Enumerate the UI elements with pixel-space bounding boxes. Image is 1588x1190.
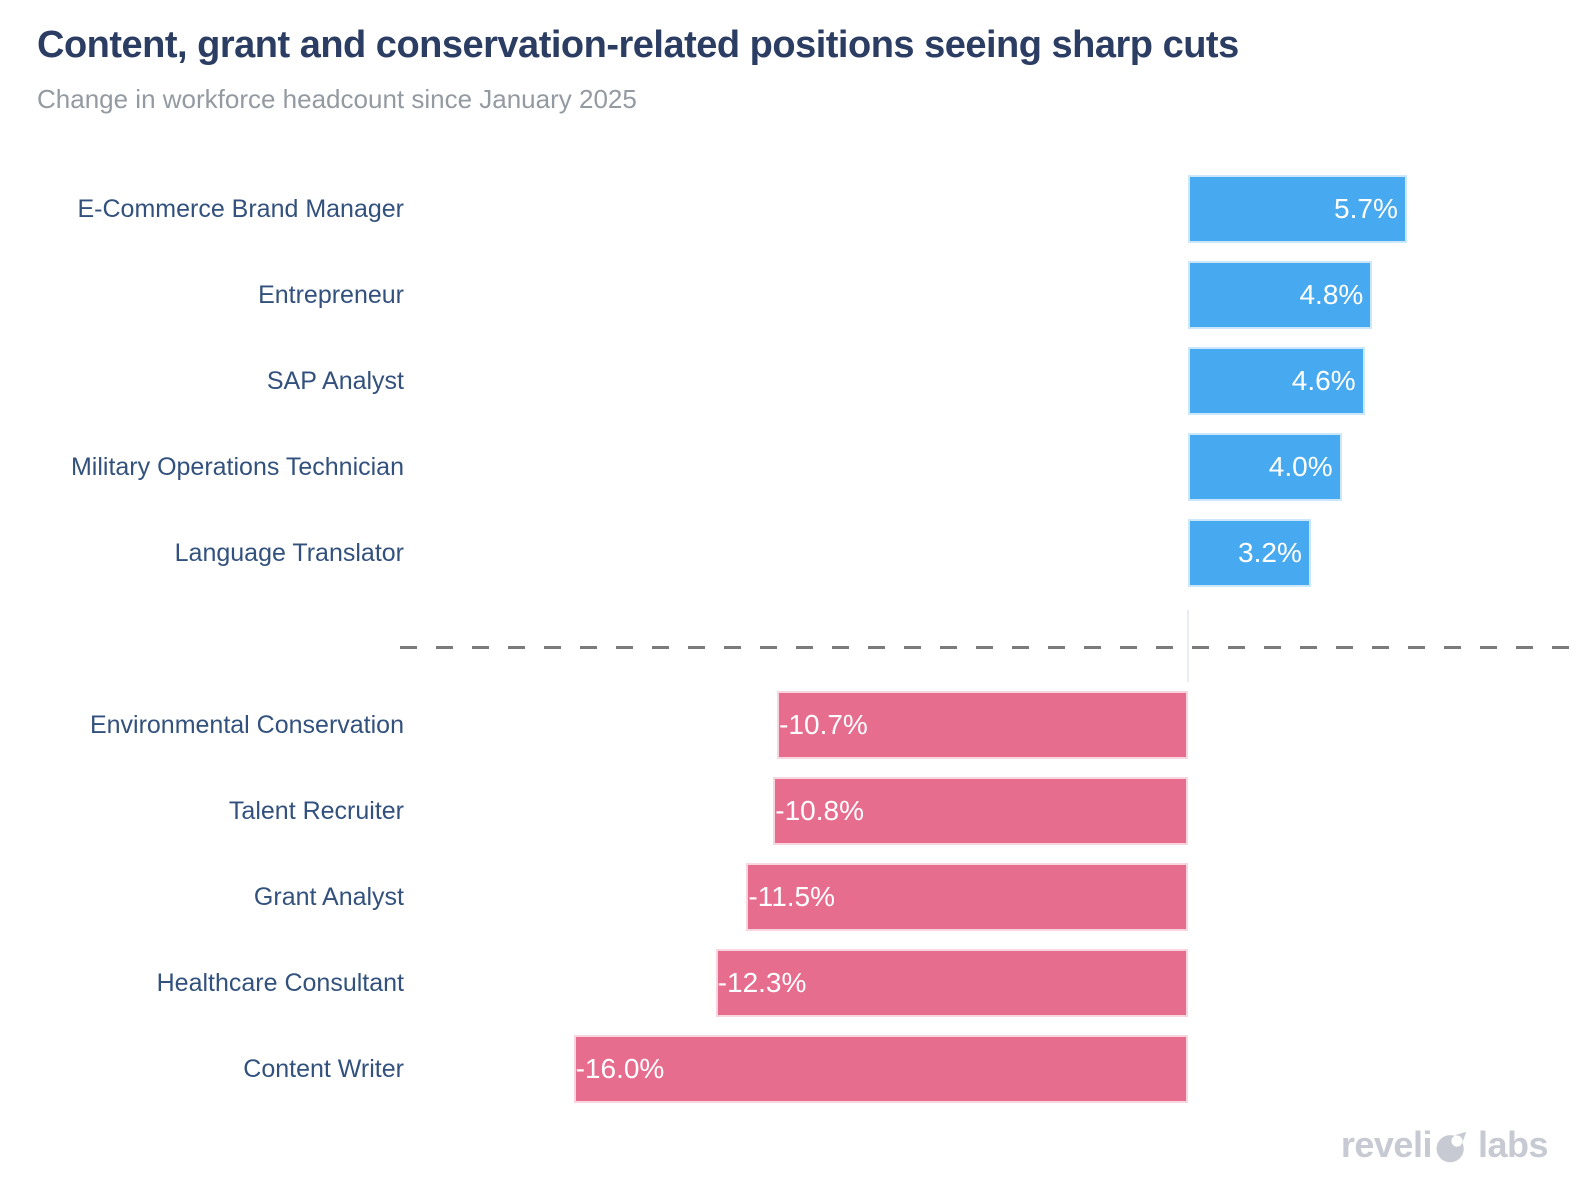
category-label: Language Translator xyxy=(174,539,404,567)
positive-bar: 4.0% xyxy=(1188,433,1342,501)
bar-value-label: 4.6% xyxy=(1291,365,1356,396)
bar-value-label: -12.3% xyxy=(717,967,807,998)
bar-value-label: -10.7% xyxy=(779,709,868,740)
page-subtitle: Change in workforce headcount since Janu… xyxy=(37,84,637,114)
negative-bar: -11.5% xyxy=(746,863,1188,931)
category-label: E-Commerce Brand Manager xyxy=(77,195,404,223)
revelio-labs-logo: reveli labs xyxy=(1340,1124,1549,1166)
logo-text-labs: labs xyxy=(1477,1124,1549,1165)
bar-value-label: -10.8% xyxy=(775,795,864,826)
dashed-separator-line xyxy=(400,646,1588,649)
bar-value-label: 5.7% xyxy=(1334,193,1398,224)
category-label: Content Writer xyxy=(243,1055,404,1083)
negative-bar: -10.7% xyxy=(777,691,1188,759)
positive-bar: 4.6% xyxy=(1188,347,1365,415)
category-label: Entrepreneur xyxy=(258,281,404,309)
category-label: Grant Analyst xyxy=(253,883,404,911)
category-label: Environmental Conservation xyxy=(89,711,404,739)
positive-bar: 5.7% xyxy=(1188,175,1407,243)
revelio-logo-icon xyxy=(1436,1131,1467,1163)
page-title: Content, grant and conservation-related … xyxy=(37,24,1239,66)
positive-bar: 4.8% xyxy=(1188,261,1373,329)
bar-value-label: 3.2% xyxy=(1238,537,1302,568)
category-label: SAP Analyst xyxy=(266,367,404,395)
bar-value-label: 4.8% xyxy=(1299,279,1364,310)
bar-value-label: -16.0% xyxy=(575,1053,665,1084)
logo-text-revelio: reveli xyxy=(1340,1124,1433,1165)
bar-value-label: -11.5% xyxy=(748,881,836,912)
category-label: Military Operations Technician xyxy=(70,453,404,481)
negative-bar: -16.0% xyxy=(573,1035,1188,1103)
positive-bar: 3.2% xyxy=(1188,519,1311,587)
negative-bar: -10.8% xyxy=(773,777,1188,845)
category-label: Healthcare Consultant xyxy=(156,969,404,997)
category-label: Talent Recruiter xyxy=(228,797,404,825)
negative-bar: -12.3% xyxy=(715,949,1188,1017)
bar-value-label: 4.0% xyxy=(1268,451,1333,482)
